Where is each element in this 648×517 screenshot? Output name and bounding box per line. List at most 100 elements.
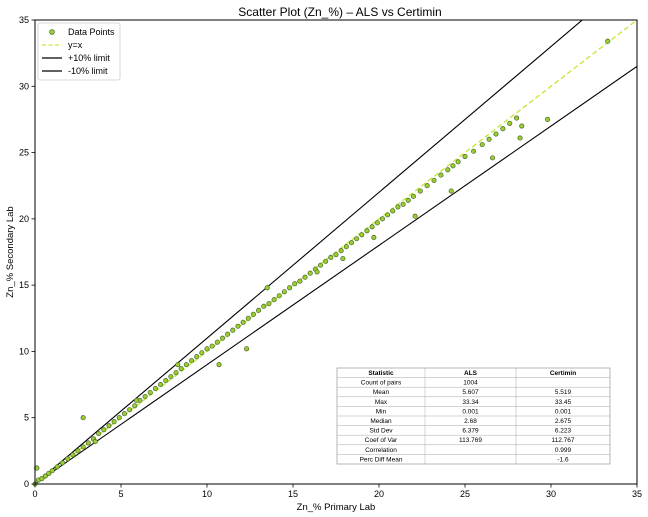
data-point <box>199 350 205 356</box>
data-point <box>230 327 236 333</box>
data-point <box>307 270 313 276</box>
data-point <box>152 385 158 392</box>
data-point <box>486 136 492 142</box>
y-tick-label: 5 <box>24 413 29 423</box>
data-point <box>121 411 127 417</box>
data-point <box>328 254 334 260</box>
x-tick-label: 30 <box>546 489 556 499</box>
data-point <box>333 252 339 258</box>
data-point <box>493 131 499 137</box>
data-point <box>302 274 308 280</box>
data-point <box>489 155 496 161</box>
data-point <box>261 303 267 309</box>
data-point <box>147 389 153 396</box>
stats-table-cell: Perc Diff Mean <box>360 456 403 463</box>
data-point <box>471 148 477 154</box>
data-point <box>111 419 117 425</box>
data-point <box>364 228 370 234</box>
stats-table-cell: 33.45 <box>555 399 572 406</box>
x-tick-label: 10 <box>202 489 212 499</box>
x-tick-label: 20 <box>374 489 384 499</box>
stats-table-cell: Coef of Var <box>365 437 398 444</box>
data-point <box>54 464 60 470</box>
axis-ticks: 0 5 10 15 20 25 30 35 0 5 10 15 20 25 30 35 <box>19 15 642 499</box>
x-tick-label: 15 <box>288 489 298 499</box>
data-point <box>450 163 456 169</box>
data-point <box>204 346 210 352</box>
data-point <box>216 362 222 368</box>
stats-table-cell: Max <box>375 399 388 406</box>
data-point <box>46 470 52 476</box>
data-point <box>417 188 423 194</box>
x-tick-label: 25 <box>460 489 470 499</box>
data-point <box>317 262 324 268</box>
y-tick-label: 0 <box>24 479 29 489</box>
data-point <box>240 319 246 325</box>
stats-table-cell: 112.767 <box>551 437 574 444</box>
data-point <box>132 403 138 409</box>
data-point <box>340 256 346 262</box>
data-point <box>42 473 48 479</box>
data-point <box>168 374 174 380</box>
stats-table-cell: 2.675 <box>555 418 572 425</box>
data-point <box>500 126 506 132</box>
data-point <box>385 212 391 218</box>
data-point <box>390 208 396 214</box>
legend-label: +10% limit <box>68 53 110 63</box>
data-point <box>142 393 148 400</box>
chart-title: Scatter Plot (Zn_%) – ALS vs Certimin <box>238 5 441 19</box>
stats-table-cell: 6.379 <box>462 428 479 435</box>
y-axis-label: Zn_% Secondary Lab <box>5 206 16 297</box>
y-tick-label: 20 <box>19 214 29 224</box>
data-point <box>75 448 81 454</box>
data-point <box>323 258 329 264</box>
data-point <box>438 172 444 178</box>
stats-table-cell: 0.001 <box>462 408 479 415</box>
data-point <box>292 281 298 287</box>
data-point <box>359 232 365 238</box>
x-tick-label: 0 <box>32 489 37 499</box>
x-tick-label: 35 <box>632 489 642 499</box>
reference-line-2 <box>35 65 637 484</box>
data-point <box>379 216 385 222</box>
data-point <box>80 444 86 450</box>
data-point <box>400 201 406 207</box>
y-tick-label: 25 <box>19 148 29 158</box>
legend-label: Data Points <box>68 27 115 37</box>
x-tick-label: 5 <box>118 489 123 499</box>
data-point <box>127 407 133 413</box>
data-point <box>462 153 468 160</box>
data-point <box>70 452 76 458</box>
reference-line-0 <box>35 20 637 484</box>
data-point <box>244 346 250 352</box>
data-point <box>59 460 66 466</box>
data-point <box>214 339 220 345</box>
data-point <box>92 439 98 445</box>
data-point <box>354 236 360 242</box>
data-point <box>96 431 102 437</box>
stats-table-cell: 1004 <box>463 380 478 387</box>
stats-table-header: ALS <box>464 370 478 377</box>
legend-label: y=x <box>68 40 83 50</box>
stats-table: Statistic ALS Certimin Count of pairs 1004 Me… <box>336 367 611 465</box>
data-point <box>395 204 401 210</box>
data-point <box>245 315 251 321</box>
data-point <box>519 123 525 129</box>
data-point <box>479 142 485 148</box>
data-point <box>175 362 181 368</box>
data-point <box>281 289 287 295</box>
stats-table-cell: 2.68 <box>464 418 477 425</box>
data-point <box>517 135 523 141</box>
data-point <box>188 358 195 364</box>
data-point <box>412 213 418 219</box>
data-point <box>287 285 293 291</box>
data-point <box>271 297 277 303</box>
data-point <box>507 120 513 126</box>
stats-table-cell: Count of pairs <box>361 380 402 387</box>
data-point <box>455 159 461 165</box>
y-tick-label: 30 <box>19 81 29 91</box>
data-point <box>264 285 270 291</box>
plot-frame <box>34 19 638 485</box>
data-point <box>410 193 416 199</box>
y-tick-label: 35 <box>19 15 29 25</box>
